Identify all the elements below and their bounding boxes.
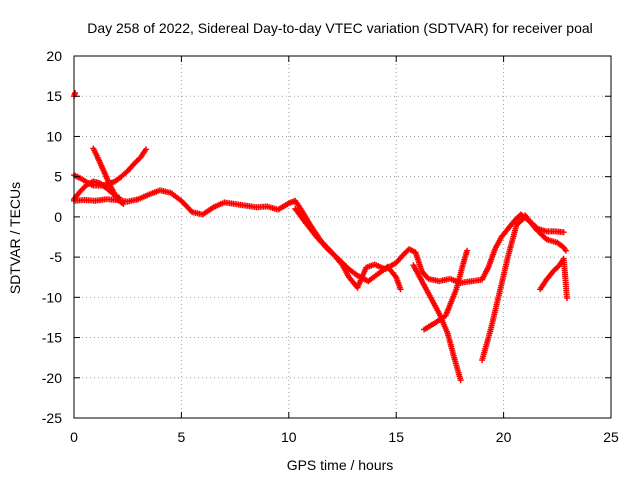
data-points	[71, 90, 570, 384]
series-lower-band	[292, 205, 404, 293]
y-tick-label: -10	[42, 289, 62, 305]
series-steep-rise	[479, 213, 529, 364]
x-tick-label: 5	[178, 429, 186, 445]
series-late-branch	[522, 212, 569, 254]
series-marker-trail	[537, 255, 570, 302]
series-marker-trail	[292, 205, 404, 293]
axis-ticks: 0 5 10 15 20 25 -25 -20 -15 -10 -5 0 5 10 15 20	[42, 48, 619, 445]
x-tick-label: 20	[496, 429, 512, 445]
y-tick-label: -20	[42, 370, 62, 386]
x-tick-label: 25	[603, 429, 619, 445]
series-marker-trail	[479, 213, 529, 364]
y-tick-label: 10	[46, 128, 62, 144]
series-marker-trail	[522, 212, 569, 254]
series-marker-trail	[410, 262, 464, 384]
y-tick-label: 0	[54, 209, 62, 225]
series-late-dip	[410, 262, 464, 384]
x-tick-label: 10	[281, 429, 297, 445]
y-tick-label: 20	[46, 48, 62, 64]
y-tick-label: -15	[42, 330, 62, 346]
y-tick-label: -5	[50, 249, 63, 265]
x-tick-label: 0	[70, 429, 78, 445]
series-end-curl	[537, 255, 570, 302]
y-tick-label: -25	[42, 410, 62, 426]
series-marker-trail	[421, 247, 471, 333]
x-tick-label: 15	[388, 429, 404, 445]
chart-title: Day 258 of 2022, Sidereal Day-to-day VTE…	[87, 20, 593, 36]
x-axis-label: GPS time / hours	[287, 457, 394, 473]
series-late-rise	[421, 247, 471, 333]
y-tick-label: 5	[54, 169, 62, 185]
y-axis-label: SDTVAR / TECUs	[7, 182, 23, 294]
y-tick-label: 15	[46, 88, 62, 104]
plot-frame	[73, 55, 612, 419]
